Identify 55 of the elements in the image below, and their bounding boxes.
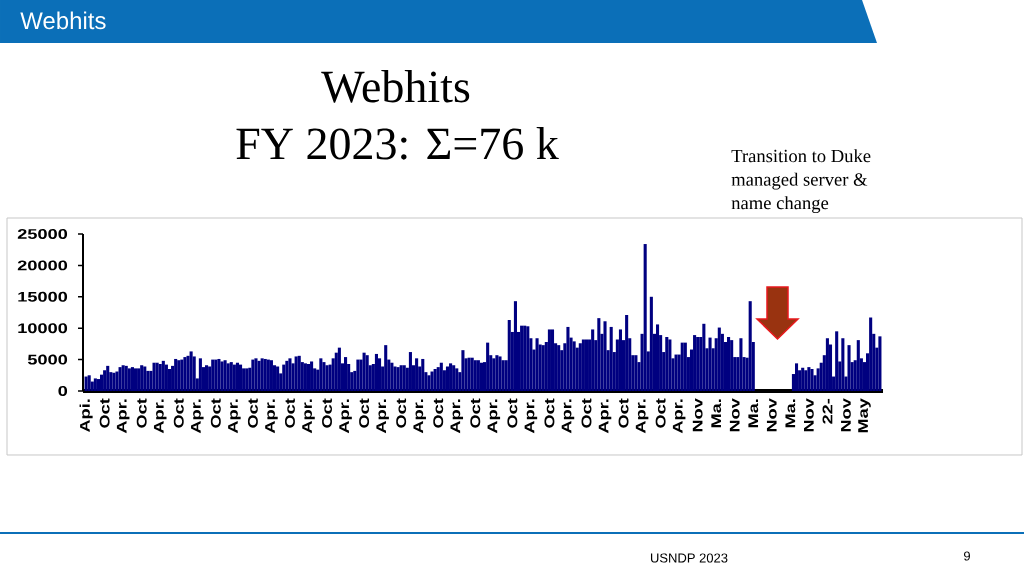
x-tick-label: Apr. <box>116 399 130 434</box>
x-tick-label: Apr. <box>487 399 501 434</box>
text: USNDP 2023 <box>650 553 728 563</box>
x-tick-label: Oct <box>136 398 147 428</box>
x-tick-label: Nov <box>692 398 703 432</box>
text: Transition to Duke managed server & name change <box>731 149 871 214</box>
x-tick-label: Oct <box>581 398 592 428</box>
x-tick-label: Apr. <box>376 399 389 434</box>
x-tick-label: Apr. <box>524 399 538 434</box>
x-tick-label: Oct <box>322 398 332 428</box>
x-tick-label: Apr. <box>413 399 426 434</box>
x-tick-label: Nov <box>841 398 851 432</box>
y-tick-label: 20000 <box>17 260 68 271</box>
x-tick-label: Nov <box>729 398 740 432</box>
chart-title: Webhits <box>321 70 470 103</box>
x-tick-label: Oct <box>544 398 555 428</box>
x-tick-label: Apr. <box>598 399 612 434</box>
x-tick-label: Oct <box>470 398 481 428</box>
x-tick-label: Apr. <box>302 399 315 434</box>
x-tick-label: Nov <box>766 398 777 432</box>
x-tick-label: Apr. <box>635 399 649 434</box>
y-tick-label: 0 <box>58 386 68 396</box>
x-tick-label: Oct <box>396 398 407 428</box>
y-tick-label: 5000 <box>27 354 68 365</box>
x-tick-label: Oct <box>247 398 258 428</box>
x-tick-label: Oct <box>433 398 444 428</box>
y-tick-label: 25000 <box>17 229 68 239</box>
x-tick-label: Oct <box>359 398 370 428</box>
x-tick-label: Apr. <box>153 399 167 434</box>
x-tick-label: Oct <box>285 398 295 428</box>
x-tick-label: Oct <box>210 398 221 428</box>
x-tick-label: Apr. <box>265 399 278 434</box>
x-tick-label: Apr. <box>191 399 204 434</box>
x-tick-label: Apr. <box>450 399 464 434</box>
text: Webhits <box>20 11 106 30</box>
x-tick-label: Ma. <box>711 399 722 428</box>
x-tick-label: Apr. <box>561 399 575 434</box>
x-tick-label: Apr. <box>672 399 686 434</box>
x-tick-label: Ma. <box>785 399 796 428</box>
y-tick-label: 10000 <box>18 323 68 334</box>
x-tick-label: Oct <box>173 398 184 428</box>
x-tick-label: Oct <box>507 398 518 428</box>
x-tick-label: Oct <box>99 398 110 428</box>
y-tick-label: 15000 <box>18 291 68 302</box>
x-tick-label: Apr. <box>339 399 352 434</box>
x-tick-label: Apr. <box>228 399 241 434</box>
x-tick-label: Ma. <box>748 399 759 428</box>
chart-subtitle: FY 2023: Σ=76 k <box>236 127 559 160</box>
x-tick-label: 22- <box>822 398 833 424</box>
text: 9 <box>964 551 970 561</box>
x-tick-label: Nov <box>804 398 814 432</box>
x-tick-label: Api. <box>79 399 93 433</box>
x-tick-label: Oct <box>618 398 629 428</box>
x-tick-label: Oct <box>655 398 666 428</box>
x-tick-label: May <box>858 398 871 433</box>
